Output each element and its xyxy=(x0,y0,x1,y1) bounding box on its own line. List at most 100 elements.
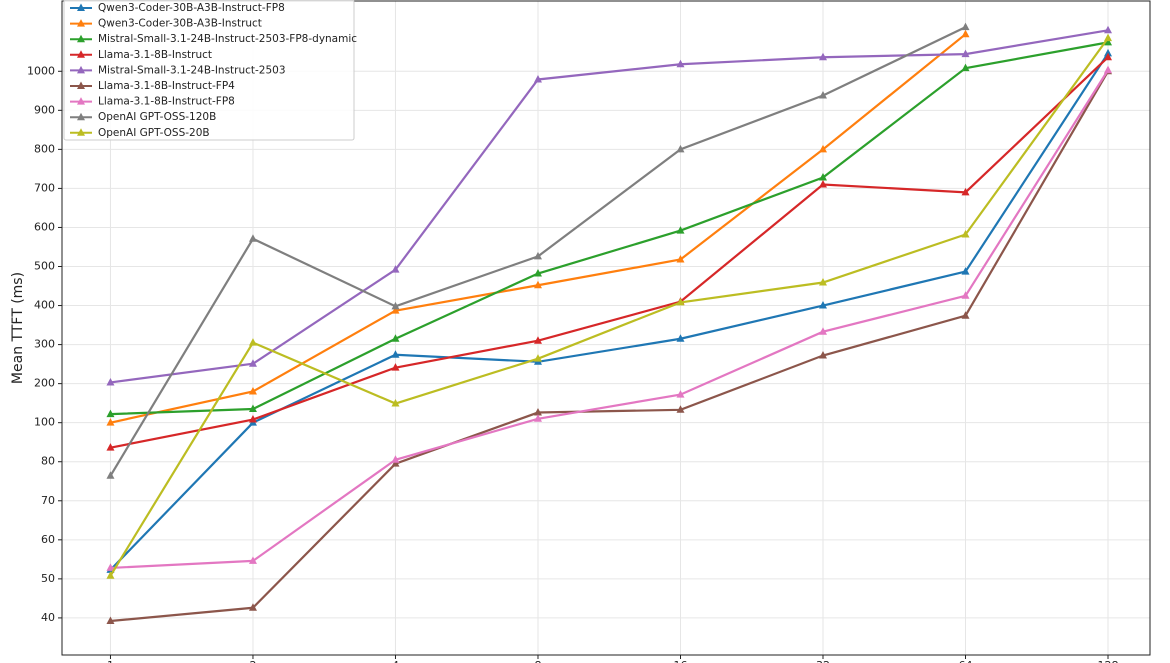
series-line xyxy=(110,69,1109,570)
y-axis-label: Mean TTFT (ms) xyxy=(10,272,26,384)
point-marker xyxy=(961,267,970,275)
point-marker xyxy=(818,327,827,335)
point-marker xyxy=(391,306,400,314)
point-marker xyxy=(533,280,542,289)
point-marker xyxy=(391,301,400,310)
series-line xyxy=(109,37,1109,577)
point-marker xyxy=(106,616,115,625)
point-marker xyxy=(818,180,827,188)
point-marker xyxy=(676,144,685,153)
legend-label: Llama-3.1-8B-Instruct xyxy=(98,49,212,61)
x-tick-label: 1 xyxy=(107,659,114,663)
x-tick-label: 32 xyxy=(816,659,830,663)
point-marker xyxy=(533,269,542,277)
legend-label: Qwen3-Coder-30B-A3B-Instruct xyxy=(98,18,262,30)
point-marker xyxy=(391,455,400,463)
y-tick-label: 500 xyxy=(34,260,55,273)
point-marker xyxy=(961,229,970,238)
series-line xyxy=(110,70,1109,623)
point-marker xyxy=(818,90,827,99)
legend-marker xyxy=(77,19,85,27)
point-marker xyxy=(676,226,685,234)
point-marker xyxy=(391,399,400,407)
point-marker xyxy=(106,471,115,479)
y-tick-label: 80 xyxy=(41,455,55,468)
y-tick-label: 700 xyxy=(34,181,55,194)
legend-marker xyxy=(77,97,85,105)
x-tick-label: 64 xyxy=(959,659,973,663)
point-marker xyxy=(676,254,685,263)
point-marker xyxy=(676,297,685,306)
point-marker xyxy=(391,334,400,342)
point-marker xyxy=(106,443,115,451)
legend-marker xyxy=(77,50,85,58)
y-tick-label: 900 xyxy=(34,103,55,116)
point-marker xyxy=(391,265,400,273)
point-marker xyxy=(818,351,827,359)
legend-marker xyxy=(77,81,85,89)
point-marker xyxy=(676,334,685,342)
point-marker xyxy=(533,414,542,422)
y-tick-label: 300 xyxy=(34,338,55,351)
legend-box xyxy=(63,0,355,141)
point-marker xyxy=(676,390,685,398)
y-tick-label: 800 xyxy=(34,142,55,155)
point-marker xyxy=(391,363,400,371)
legend-marker xyxy=(77,65,85,74)
y-tick-label: 200 xyxy=(34,377,55,390)
legend-label: Mistral-Small-3.1-24B-Instruct-2503-FP8-… xyxy=(98,33,357,45)
y-tick-label: 400 xyxy=(34,299,55,312)
legend-label: Llama-3.1-8B-Instruct-FP8 xyxy=(98,96,235,108)
point-marker xyxy=(533,354,542,362)
point-marker xyxy=(106,418,115,426)
series-line xyxy=(110,56,1109,449)
point-marker xyxy=(533,336,542,344)
point-marker xyxy=(106,377,115,386)
point-marker xyxy=(391,459,400,467)
point-marker xyxy=(961,63,970,72)
point-marker xyxy=(676,59,685,68)
point-marker xyxy=(1104,37,1113,46)
x-tick-label: 8 xyxy=(534,659,541,663)
y-tick-label: 600 xyxy=(34,220,55,233)
point-marker xyxy=(961,29,970,38)
point-marker xyxy=(1104,33,1113,42)
point-marker xyxy=(248,603,257,611)
legend-label: Qwen3-Coder-30B-A3B-Instruct-FP8 xyxy=(98,2,285,14)
legend-label: Llama-3.1-8B-Instruct-FP4 xyxy=(98,80,235,92)
y-tick-label: 100 xyxy=(34,416,55,429)
legend-label: Mistral-Small-3.1-24B-Instruct-2503 xyxy=(98,64,286,76)
point-marker xyxy=(248,234,257,242)
series-line xyxy=(110,29,1109,384)
point-marker xyxy=(1104,52,1113,61)
point-marker xyxy=(533,74,542,83)
series-line xyxy=(110,41,1109,416)
point-marker xyxy=(1104,25,1113,34)
point-marker xyxy=(961,311,970,319)
y-tick-label: 1000 xyxy=(27,64,55,77)
legend-marker xyxy=(77,34,85,43)
y-tick-label: 60 xyxy=(41,533,55,546)
y-tick-label: 40 xyxy=(41,611,55,624)
point-marker xyxy=(248,386,257,395)
legend-marker xyxy=(77,112,85,121)
x-tick-label: 4 xyxy=(392,659,399,663)
point-marker xyxy=(106,563,115,571)
point-marker xyxy=(818,172,827,181)
point-marker xyxy=(961,49,970,58)
point-marker xyxy=(248,556,257,564)
point-marker xyxy=(248,404,257,413)
point-marker xyxy=(533,408,542,416)
point-marker xyxy=(818,301,827,309)
point-marker xyxy=(961,291,970,299)
x-tick-label: 2 xyxy=(249,659,256,663)
point-marker xyxy=(818,144,827,153)
point-marker xyxy=(533,251,542,260)
point-marker xyxy=(106,409,115,418)
point-marker xyxy=(1104,65,1113,74)
point-marker xyxy=(1104,48,1113,57)
y-tick-label: 70 xyxy=(41,494,55,507)
point-marker xyxy=(676,405,685,413)
point-marker xyxy=(248,415,257,423)
